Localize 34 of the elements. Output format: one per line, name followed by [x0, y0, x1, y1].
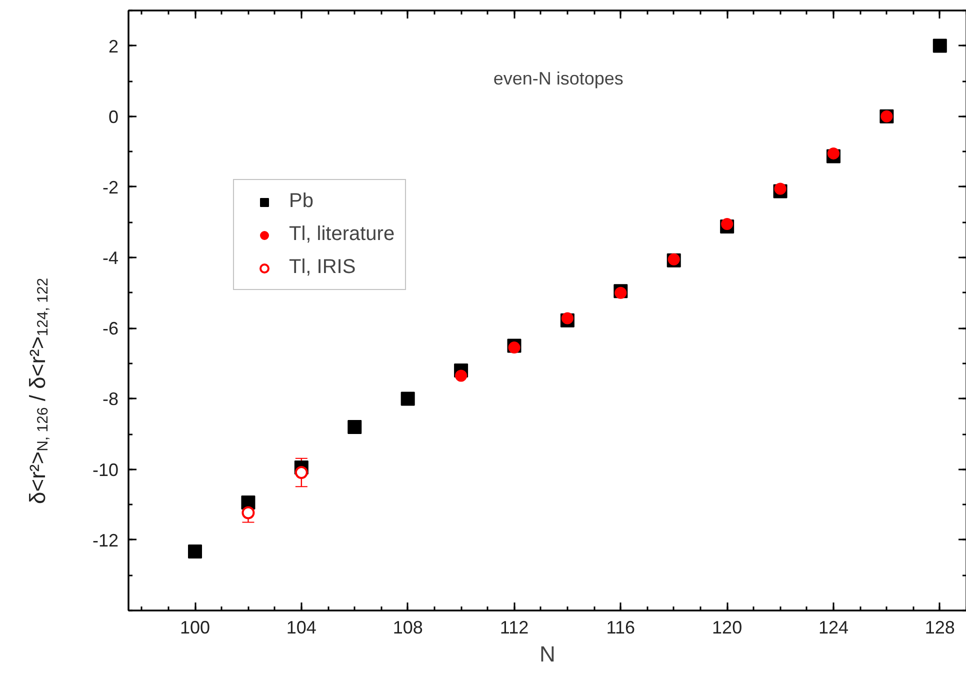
legend-label: Pb	[289, 190, 314, 213]
y-tick-label: 0	[108, 106, 119, 127]
point	[827, 147, 840, 160]
point	[188, 544, 202, 559]
point	[614, 286, 627, 299]
point	[561, 312, 574, 324]
x-tick-label: 104	[286, 618, 316, 638]
y-tick-label: -6	[102, 318, 119, 339]
legend-label: Tl, IRIS	[289, 256, 356, 279]
y-tick-label: -10	[92, 460, 118, 480]
y-tick-label: -2	[102, 177, 119, 198]
point	[242, 506, 255, 520]
x-tick-label: 116	[606, 618, 636, 638]
x-axis-title: N	[540, 642, 556, 666]
x-tick-label: 108	[392, 618, 423, 638]
point	[455, 370, 468, 382]
point	[774, 182, 786, 195]
point	[348, 420, 362, 434]
y-tick-label: -12	[92, 530, 118, 550]
point	[294, 466, 308, 479]
x-tick-label: 120	[712, 618, 742, 638]
annotation: even-N isotopes	[493, 68, 624, 88]
point	[721, 218, 734, 230]
x-tick-label: 124	[818, 618, 849, 638]
point	[400, 392, 415, 406]
y-tick-label: 2	[108, 36, 119, 56]
x-tick-label: 128	[924, 618, 955, 638]
x-tick-label: 112	[500, 618, 529, 638]
point	[932, 38, 947, 53]
x-tick-label: 100	[180, 618, 210, 638]
y-tick-label: -4	[102, 248, 119, 268]
point	[508, 342, 520, 354]
legend-label: Tl, literature	[289, 223, 395, 246]
y-tick-label: -8	[102, 389, 119, 410]
